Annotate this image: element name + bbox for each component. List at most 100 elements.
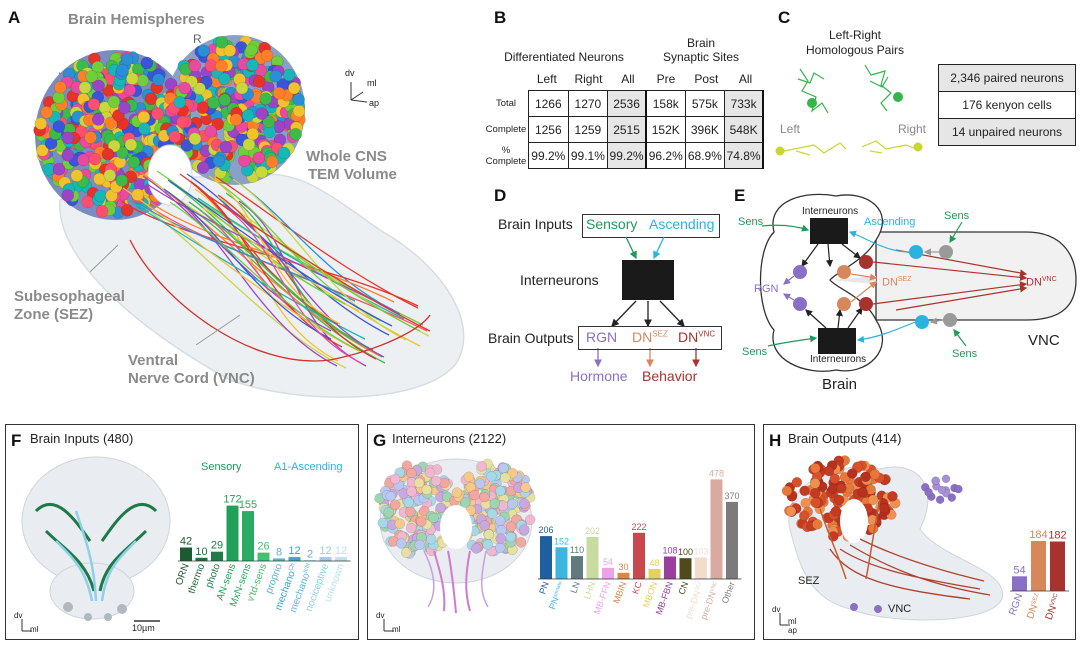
bar-category-label: KC <box>630 580 644 596</box>
neuron-axons <box>120 170 431 369</box>
bar-category-label: LN <box>569 580 582 594</box>
axis-dv-h: dv <box>772 605 781 614</box>
table-cell: 68.9% <box>684 142 726 169</box>
bar-chart-h: 54 RGN 184 DNSEZ 182 DNVNC <box>1008 529 1069 622</box>
group-brain-line1: Brain <box>686 36 715 50</box>
interneuron-box <box>622 260 674 300</box>
bar-value-label: 12 <box>288 545 300 557</box>
table-cell: 733k <box>724 90 765 117</box>
right-soma-bottom <box>913 142 923 152</box>
group-differentiated-neurons: Differentiated Neurons <box>504 50 624 64</box>
bar-value-label: 370 <box>724 491 739 501</box>
rgn-label: RGN <box>586 329 618 345</box>
panel-g: G Interneurons (2122) dv ml 206 PN 152 PNso… <box>367 424 755 640</box>
rgn-neuron-top <box>793 265 807 279</box>
table-cell: 74.8% <box>724 142 765 169</box>
table-cell: 2515 <box>607 116 647 143</box>
bar-value-label: 100 <box>678 547 693 557</box>
axis-ap: ap <box>369 98 380 108</box>
bar <box>195 557 208 561</box>
axis-ml: ml <box>367 78 377 88</box>
panel-h-title: Brain Outputs (414) <box>788 431 902 446</box>
bar-value-label: 26 <box>257 541 269 553</box>
bar <box>555 547 568 579</box>
col-right: Right <box>574 71 603 86</box>
bar-chart-g: 206PN152PNsomato110LN202LHN54MB-FFN30MBI… <box>537 468 742 621</box>
panel-a-label: A <box>8 8 21 27</box>
brain-label-e: Brain <box>822 376 858 393</box>
brain-outline <box>759 193 883 372</box>
legend-ascending: A1-Ascending <box>274 461 343 473</box>
row-label: % Complete <box>485 144 527 167</box>
bar-value-label: 478 <box>709 468 724 478</box>
axis-indicator-f <box>21 619 32 632</box>
axis-dv-f: dv <box>14 611 23 620</box>
bar-value-label: 184 <box>1029 529 1047 541</box>
bar-value-label: 54 <box>603 557 613 567</box>
vnc-label-1: Ventral <box>128 352 179 369</box>
bar <box>257 552 270 561</box>
bar <box>633 532 645 580</box>
panel-b-label: B <box>494 8 507 27</box>
brain-hemispheres-title: Brain Hemispheres <box>68 11 205 28</box>
panel-f-label: F <box>11 431 22 450</box>
brain-outputs-label: Brain Outputs <box>488 330 574 346</box>
stat-paired: 2,346 paired neurons <box>939 65 1075 92</box>
bar-value-label: 10 <box>195 546 207 558</box>
outputs-box <box>578 326 722 350</box>
bar <box>1050 541 1065 591</box>
axis-indicator-h <box>779 613 790 626</box>
bar <box>710 479 723 579</box>
panel-c-title-2: Homologous Pairs <box>805 43 905 57</box>
table-cell: 99.2% <box>528 142 569 169</box>
panel-c: C Left-Right Homologous Pairs Left Right… <box>770 4 1080 174</box>
panel-h: H Brain Outputs (414) SEZ VNC dv ml ap 5… <box>763 424 1076 640</box>
inputs-box <box>582 214 720 238</box>
bar-value-label: 206 <box>538 525 553 535</box>
vnc-label-h: VNC <box>888 603 912 615</box>
bar-value-label: 155 <box>239 499 257 511</box>
interneurons-top-label: Interneurons <box>802 206 859 217</box>
scale-bar <box>134 620 160 622</box>
dn-vnc-neuron-bottom <box>859 297 873 311</box>
rgn-neuron-bottom <box>793 297 807 311</box>
col-post: Post <box>694 71 719 86</box>
ascending-label-e: Ascending <box>864 216 916 228</box>
axis-ml-h: ml <box>788 617 797 626</box>
row-label: Complete <box>485 124 527 135</box>
table-cell: 1256 <box>528 116 569 143</box>
axis-dv: dv <box>345 68 355 78</box>
synapse-table: Left Right All Pre Post All <box>484 68 764 89</box>
label-left: Left <box>780 122 801 136</box>
col-pre: Pre <box>656 71 676 86</box>
label-right: Right <box>898 122 927 136</box>
legend-sensory: Sensory <box>201 461 242 473</box>
panel-e-label: E <box>734 186 746 205</box>
bar <box>180 547 192 561</box>
interneurons-render <box>374 458 536 614</box>
dn-sez-neuron-bottom <box>837 297 851 311</box>
ascending-neuron-bottom <box>915 315 929 329</box>
bar-category-label: LHN <box>582 580 598 600</box>
interneurons-bottom-label: Interneurons <box>810 354 867 365</box>
hormone-label: Hormone <box>570 368 628 384</box>
bar-category-label: DNVNC <box>1044 592 1064 622</box>
bar <box>726 501 738 579</box>
table-cell: 99.2% <box>607 142 647 169</box>
bar-category-label: DNSEZ <box>1025 592 1044 621</box>
left-soma-bottom <box>775 146 785 156</box>
sens-neuron-bottom <box>943 313 957 327</box>
panel-f: F Brain Inputs (480) Sensory A1-Ascendin… <box>5 424 359 640</box>
table-cell: 575k <box>684 90 726 117</box>
panel-e: E <box>726 180 1080 400</box>
panel-d-label: D <box>494 186 507 205</box>
sens-label-tl: Sens <box>738 216 764 228</box>
col-left: Left <box>536 71 557 86</box>
bar-category-label: MBIN <box>611 580 628 605</box>
panel-d-arrows <box>594 236 700 368</box>
axis-indicator-a: dv ml ap <box>345 68 390 110</box>
bar <box>540 536 552 579</box>
bar <box>335 557 347 561</box>
right-soma <box>893 92 903 102</box>
rgn-label-e: RGN <box>754 283 779 295</box>
